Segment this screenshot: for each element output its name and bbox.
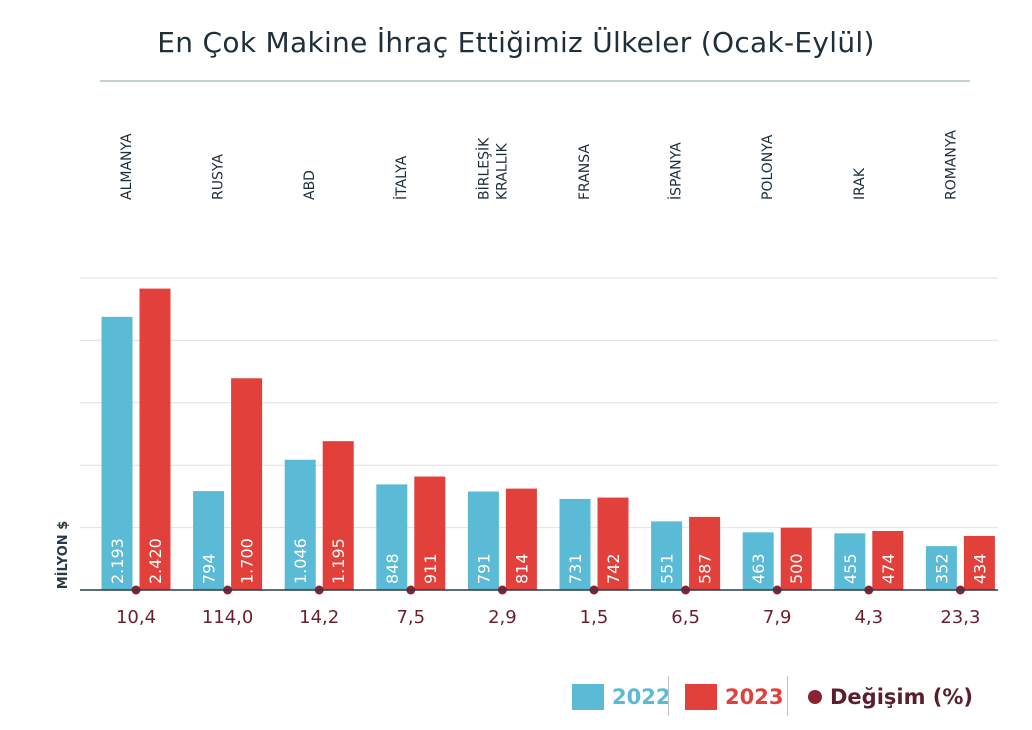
- change-value-label: 4,3: [854, 607, 883, 628]
- category-label: ALMANYA: [119, 133, 135, 200]
- legend-dot-change: [808, 690, 822, 704]
- bar-value-label: 455: [841, 553, 860, 584]
- bar-2023: [231, 378, 263, 590]
- bar-value-label: 794: [200, 553, 219, 584]
- bar-value-label: 463: [749, 553, 768, 584]
- category-label: KRALLIK: [494, 142, 510, 200]
- bar-2023: [689, 516, 721, 590]
- bar-2022: [742, 532, 774, 590]
- bar-2023: [414, 476, 446, 590]
- bar-value-label: 434: [970, 553, 989, 584]
- bar-value-label: 911: [421, 553, 440, 584]
- bar-2022: [925, 546, 957, 590]
- category-label: ROMANYA: [943, 130, 959, 200]
- category-label: BİRLEŞİK: [474, 137, 492, 200]
- bar-2022: [193, 491, 225, 590]
- change-value-label: 23,3: [940, 607, 980, 628]
- bar-2023: [872, 530, 904, 590]
- bar-value-label: 474: [879, 553, 898, 584]
- bar-2022: [467, 491, 499, 590]
- bar-value-label: 551: [658, 553, 677, 584]
- bar-value-label: 1.700: [238, 538, 257, 584]
- bar-2022: [376, 484, 408, 590]
- bar-value-label: 587: [696, 553, 715, 584]
- chart-title: En Çok Makine İhraç Ettiğimiz Ülkeler (O…: [157, 26, 875, 59]
- bar-2022: [284, 459, 316, 590]
- category-label: IRAK: [852, 167, 868, 200]
- bar-2023: [963, 535, 995, 590]
- change-value-label: 10,4: [116, 607, 156, 628]
- change-value-label: 7,5: [396, 607, 425, 628]
- change-value-label: 6,5: [671, 607, 700, 628]
- bar-value-label: 2.420: [146, 538, 165, 584]
- bar-value-label: 352: [932, 553, 951, 584]
- category-label: İSPANYA: [667, 142, 685, 200]
- bar-2022: [559, 498, 591, 590]
- bar-2022: [101, 316, 133, 590]
- change-value-label: 14,2: [299, 607, 339, 628]
- bar-value-label: 1.195: [329, 538, 348, 584]
- category-label: RUSYA: [211, 154, 227, 200]
- bar-value-label: 1.046: [291, 538, 310, 584]
- change-value-label: 114,0: [202, 607, 254, 628]
- bar-2022: [651, 521, 683, 590]
- category-label: POLONYA: [760, 134, 776, 200]
- bar-value-label: 791: [474, 553, 493, 584]
- bar-2023: [139, 288, 171, 590]
- legend-label-2022: 2022: [612, 685, 671, 709]
- category-label: FRANSA: [577, 144, 593, 200]
- change-value-label: 7,9: [763, 607, 792, 628]
- bar-2023: [597, 497, 629, 590]
- category-label: ABD: [302, 170, 318, 200]
- bar-2023: [322, 441, 354, 590]
- bar-value-label: 814: [512, 553, 531, 584]
- bar-value-label: 848: [383, 553, 402, 584]
- legend-swatch-2023: [685, 684, 717, 710]
- bar-2023: [505, 488, 537, 590]
- bar-value-label: 500: [787, 553, 806, 584]
- legend-label-2023: 2023: [725, 685, 784, 709]
- change-value-label: 1,5: [580, 607, 609, 628]
- legend-divider: [787, 676, 788, 716]
- legend-label-change: Değişim (%): [830, 685, 974, 709]
- bar-value-label: 2.193: [108, 538, 127, 584]
- bar-value-label: 731: [566, 553, 585, 584]
- legend-swatch-2022: [572, 684, 604, 710]
- legend-item-2022: 2022: [572, 682, 670, 712]
- legend-item-change: Değişim (%): [808, 682, 973, 712]
- legend-item-2023: 2023: [685, 682, 783, 712]
- category-label: İTALYA: [392, 155, 410, 200]
- legend-divider: [668, 676, 669, 716]
- y-axis-label: MİLYON $: [55, 521, 71, 590]
- change-value-label: 2,9: [488, 607, 517, 628]
- bar-2023: [780, 527, 812, 590]
- bar-2022: [834, 533, 866, 590]
- bar-value-label: 742: [604, 553, 623, 584]
